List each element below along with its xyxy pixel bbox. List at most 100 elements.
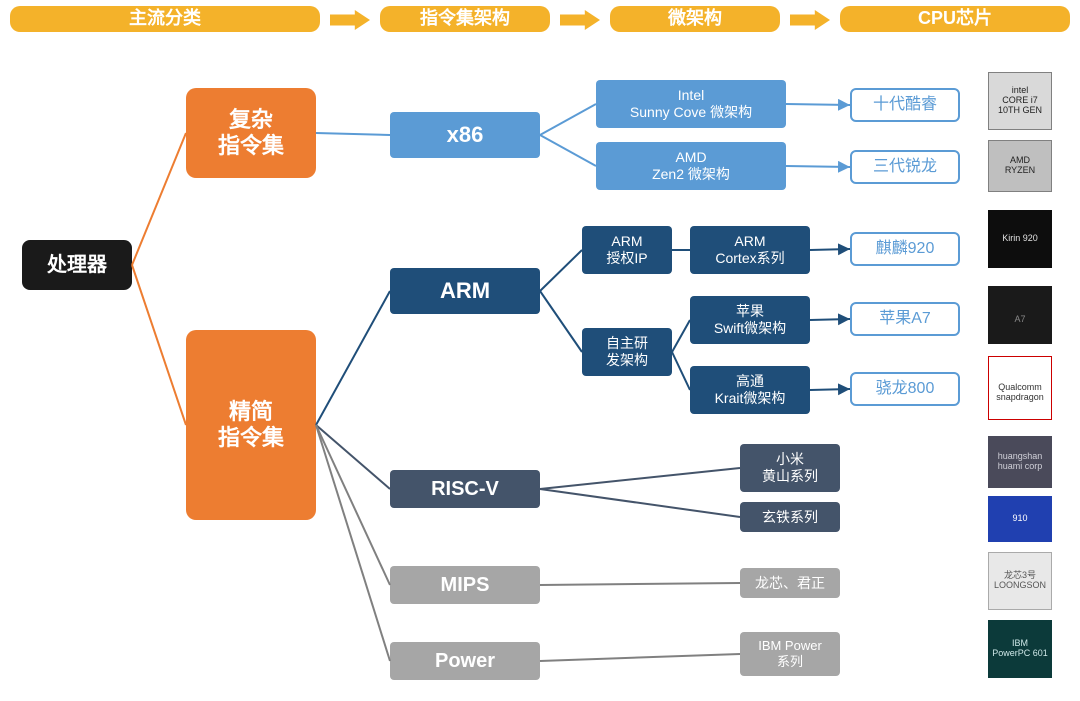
isa-riscv-label: RISC-V [431, 477, 499, 501]
edge-10 [540, 291, 582, 352]
edge-6 [316, 425, 390, 661]
edge-9 [540, 250, 582, 291]
micro-krait-label: 高通 Krait微架构 [715, 373, 786, 407]
header-2: 微架构 [610, 6, 780, 32]
header-1: 指令集架构 [380, 6, 550, 32]
isa-x86-label: x86 [447, 122, 484, 148]
edge-16 [540, 583, 740, 585]
category-risc: 精简 指令集 [186, 330, 316, 520]
cpu-appleA7-label: 苹果A7 [879, 309, 931, 328]
header-arrow-0 [330, 10, 370, 30]
isa-mips: MIPS [390, 566, 540, 604]
chip-ryzen-label: AMD RYZEN [1005, 156, 1035, 176]
edge-19 [786, 166, 850, 167]
cpu-kirin-label: 麒麟920 [876, 239, 935, 258]
micro-swift-label: 苹果 Swift微架构 [714, 303, 786, 337]
micro-krait: 高通 Krait微架构 [690, 366, 810, 414]
diagram-canvas: 主流分类 指令集架构 微架构 CPU芯片处理器 复杂 指令集精简 指令集 x86 ARM RI… [0, 0, 1080, 701]
edge-12 [672, 320, 690, 352]
isa-riscv: RISC-V [390, 470, 540, 508]
chip-loongson: 龙芯3号 LOONGSON [988, 552, 1052, 610]
root-processor: 处理器 [22, 240, 132, 290]
edge-8 [540, 135, 596, 166]
micro-cortex-label: ARM Cortex系列 [715, 233, 784, 267]
mid-arm_ip-label: ARM 授权IP [606, 233, 647, 267]
chip-corei7: intel CORE i7 10TH GEN [988, 72, 1052, 130]
edge-3 [316, 291, 390, 425]
edge-21 [810, 319, 850, 320]
root-processor-label: 处理器 [47, 253, 107, 277]
cpu-appleA7: 苹果A7 [850, 302, 960, 336]
header-0-label: 主流分类 [129, 8, 201, 30]
mid-arm_self: 自主研 发架构 [582, 328, 672, 376]
chip-ryzen: AMD RYZEN [988, 140, 1052, 192]
isa-arm-label: ARM [440, 278, 490, 304]
micro-sunny-label: Intel Sunny Cove 微架构 [630, 87, 752, 121]
header-arrow-1 [560, 10, 600, 30]
cpu-ryzen3: 三代锐龙 [850, 150, 960, 184]
mid-arm_self-label: 自主研 发架构 [606, 335, 648, 369]
chip-snapdragon-label: Qualcomm snapdragon [996, 373, 1044, 403]
chip-snapdragon: Qualcomm snapdragon [988, 356, 1052, 420]
micro-huangshan-label: 小米 黄山系列 [762, 451, 818, 485]
edge-1 [132, 265, 186, 425]
category-risc-label: 精简 指令集 [218, 399, 284, 452]
mid-arm_ip: ARM 授权IP [582, 226, 672, 274]
micro-loongson: 龙芯、君正 [740, 568, 840, 598]
micro-xuantie-label: 玄铁系列 [762, 509, 818, 526]
chip-kirin: Kirin 920 [988, 210, 1052, 268]
micro-loongson-label: 龙芯、君正 [755, 575, 825, 592]
isa-power: Power [390, 642, 540, 680]
chip-corei7-label: intel CORE i7 10TH GEN [998, 86, 1042, 116]
chip-huangshan: huangshan huami corp [988, 436, 1052, 488]
edge-22 [810, 389, 850, 390]
edge-15 [540, 489, 740, 517]
isa-power-label: Power [435, 649, 495, 673]
micro-cortex: ARM Cortex系列 [690, 226, 810, 274]
edge-7 [540, 104, 596, 135]
cpu-core10-label: 十代酷睿 [873, 95, 937, 114]
micro-xuantie: 玄铁系列 [740, 502, 840, 532]
chip-a7-label: A7 [1014, 305, 1025, 325]
edge-14 [540, 468, 740, 489]
isa-arm: ARM [390, 268, 540, 314]
edge-4 [316, 425, 390, 489]
micro-sunny: Intel Sunny Cove 微架构 [596, 80, 786, 128]
chip-huangshan-label: huangshan huami corp [998, 452, 1043, 472]
chip-xuantie: 910 [988, 496, 1052, 542]
edge-2 [316, 133, 390, 135]
edge-18 [786, 104, 850, 105]
isa-mips-label: MIPS [441, 573, 490, 597]
category-cisc: 复杂 指令集 [186, 88, 316, 178]
edge-13 [672, 352, 690, 390]
micro-zen2: AMD Zen2 微架构 [596, 142, 786, 190]
micro-huangshan: 小米 黄山系列 [740, 444, 840, 492]
micro-zen2-label: AMD Zen2 微架构 [652, 149, 730, 183]
micro-swift: 苹果 Swift微架构 [690, 296, 810, 344]
cpu-ryzen3-label: 三代锐龙 [873, 157, 937, 176]
chip-xuantie-label: 910 [1012, 514, 1027, 524]
micro-ibmpower-label: IBM Power 系列 [758, 638, 822, 669]
micro-ibmpower: IBM Power 系列 [740, 632, 840, 676]
chip-power: IBM PowerPC 601 [988, 620, 1052, 678]
cpu-sd800: 骁龙800 [850, 372, 960, 406]
chip-kirin-label: Kirin 920 [1002, 234, 1038, 244]
header-arrow-2 [790, 10, 830, 30]
chip-loongson-label: 龙芯3号 LOONGSON [994, 571, 1046, 591]
cpu-core10: 十代酷睿 [850, 88, 960, 122]
header-1-label: 指令集架构 [420, 8, 510, 30]
isa-x86: x86 [390, 112, 540, 158]
header-3-label: CPU芯片 [918, 8, 992, 30]
cpu-kirin: 麒麟920 [850, 232, 960, 266]
chip-power-label: IBM PowerPC 601 [992, 639, 1048, 659]
edge-17 [540, 654, 740, 661]
header-2-label: 微架构 [668, 8, 722, 30]
edge-5 [316, 425, 390, 585]
edge-0 [132, 133, 186, 265]
header-3: CPU芯片 [840, 6, 1070, 32]
category-cisc-label: 复杂 指令集 [218, 107, 284, 160]
header-0: 主流分类 [10, 6, 320, 32]
cpu-sd800-label: 骁龙800 [876, 379, 935, 398]
edge-20 [810, 249, 850, 250]
chip-a7: A7 [988, 286, 1052, 344]
